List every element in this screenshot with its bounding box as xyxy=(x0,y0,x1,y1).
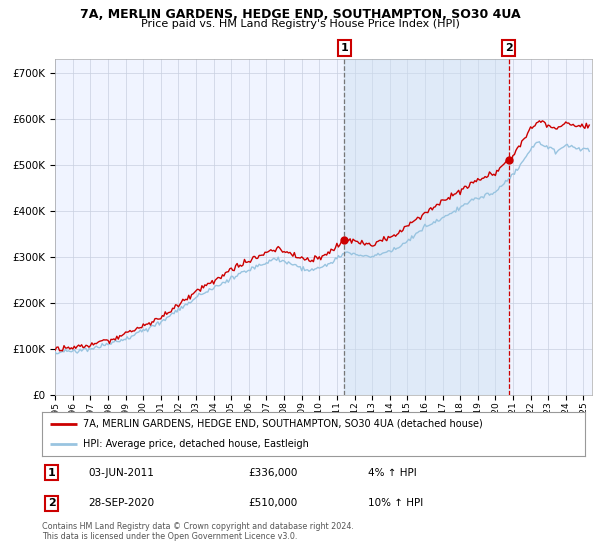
Text: 2: 2 xyxy=(505,43,512,53)
Text: 03-JUN-2011: 03-JUN-2011 xyxy=(88,468,154,478)
Bar xyxy=(344,59,509,395)
Text: 2: 2 xyxy=(48,498,56,508)
Text: Price paid vs. HM Land Registry's House Price Index (HPI): Price paid vs. HM Land Registry's House … xyxy=(140,19,460,29)
Text: 1: 1 xyxy=(48,468,56,478)
Text: 10% ↑ HPI: 10% ↑ HPI xyxy=(368,498,423,508)
Text: HPI: Average price, detached house, Eastleigh: HPI: Average price, detached house, East… xyxy=(83,439,308,449)
Text: 1: 1 xyxy=(340,43,348,53)
Text: 4% ↑ HPI: 4% ↑ HPI xyxy=(368,468,416,478)
Text: £510,000: £510,000 xyxy=(248,498,298,508)
Text: 7A, MERLIN GARDENS, HEDGE END, SOUTHAMPTON, SO30 4UA (detached house): 7A, MERLIN GARDENS, HEDGE END, SOUTHAMPT… xyxy=(83,419,482,429)
Text: Contains HM Land Registry data © Crown copyright and database right 2024.: Contains HM Land Registry data © Crown c… xyxy=(42,522,354,531)
Text: 7A, MERLIN GARDENS, HEDGE END, SOUTHAMPTON, SO30 4UA: 7A, MERLIN GARDENS, HEDGE END, SOUTHAMPT… xyxy=(80,8,520,21)
Text: 28-SEP-2020: 28-SEP-2020 xyxy=(88,498,154,508)
Text: This data is licensed under the Open Government Licence v3.0.: This data is licensed under the Open Gov… xyxy=(42,532,298,541)
Text: £336,000: £336,000 xyxy=(248,468,298,478)
